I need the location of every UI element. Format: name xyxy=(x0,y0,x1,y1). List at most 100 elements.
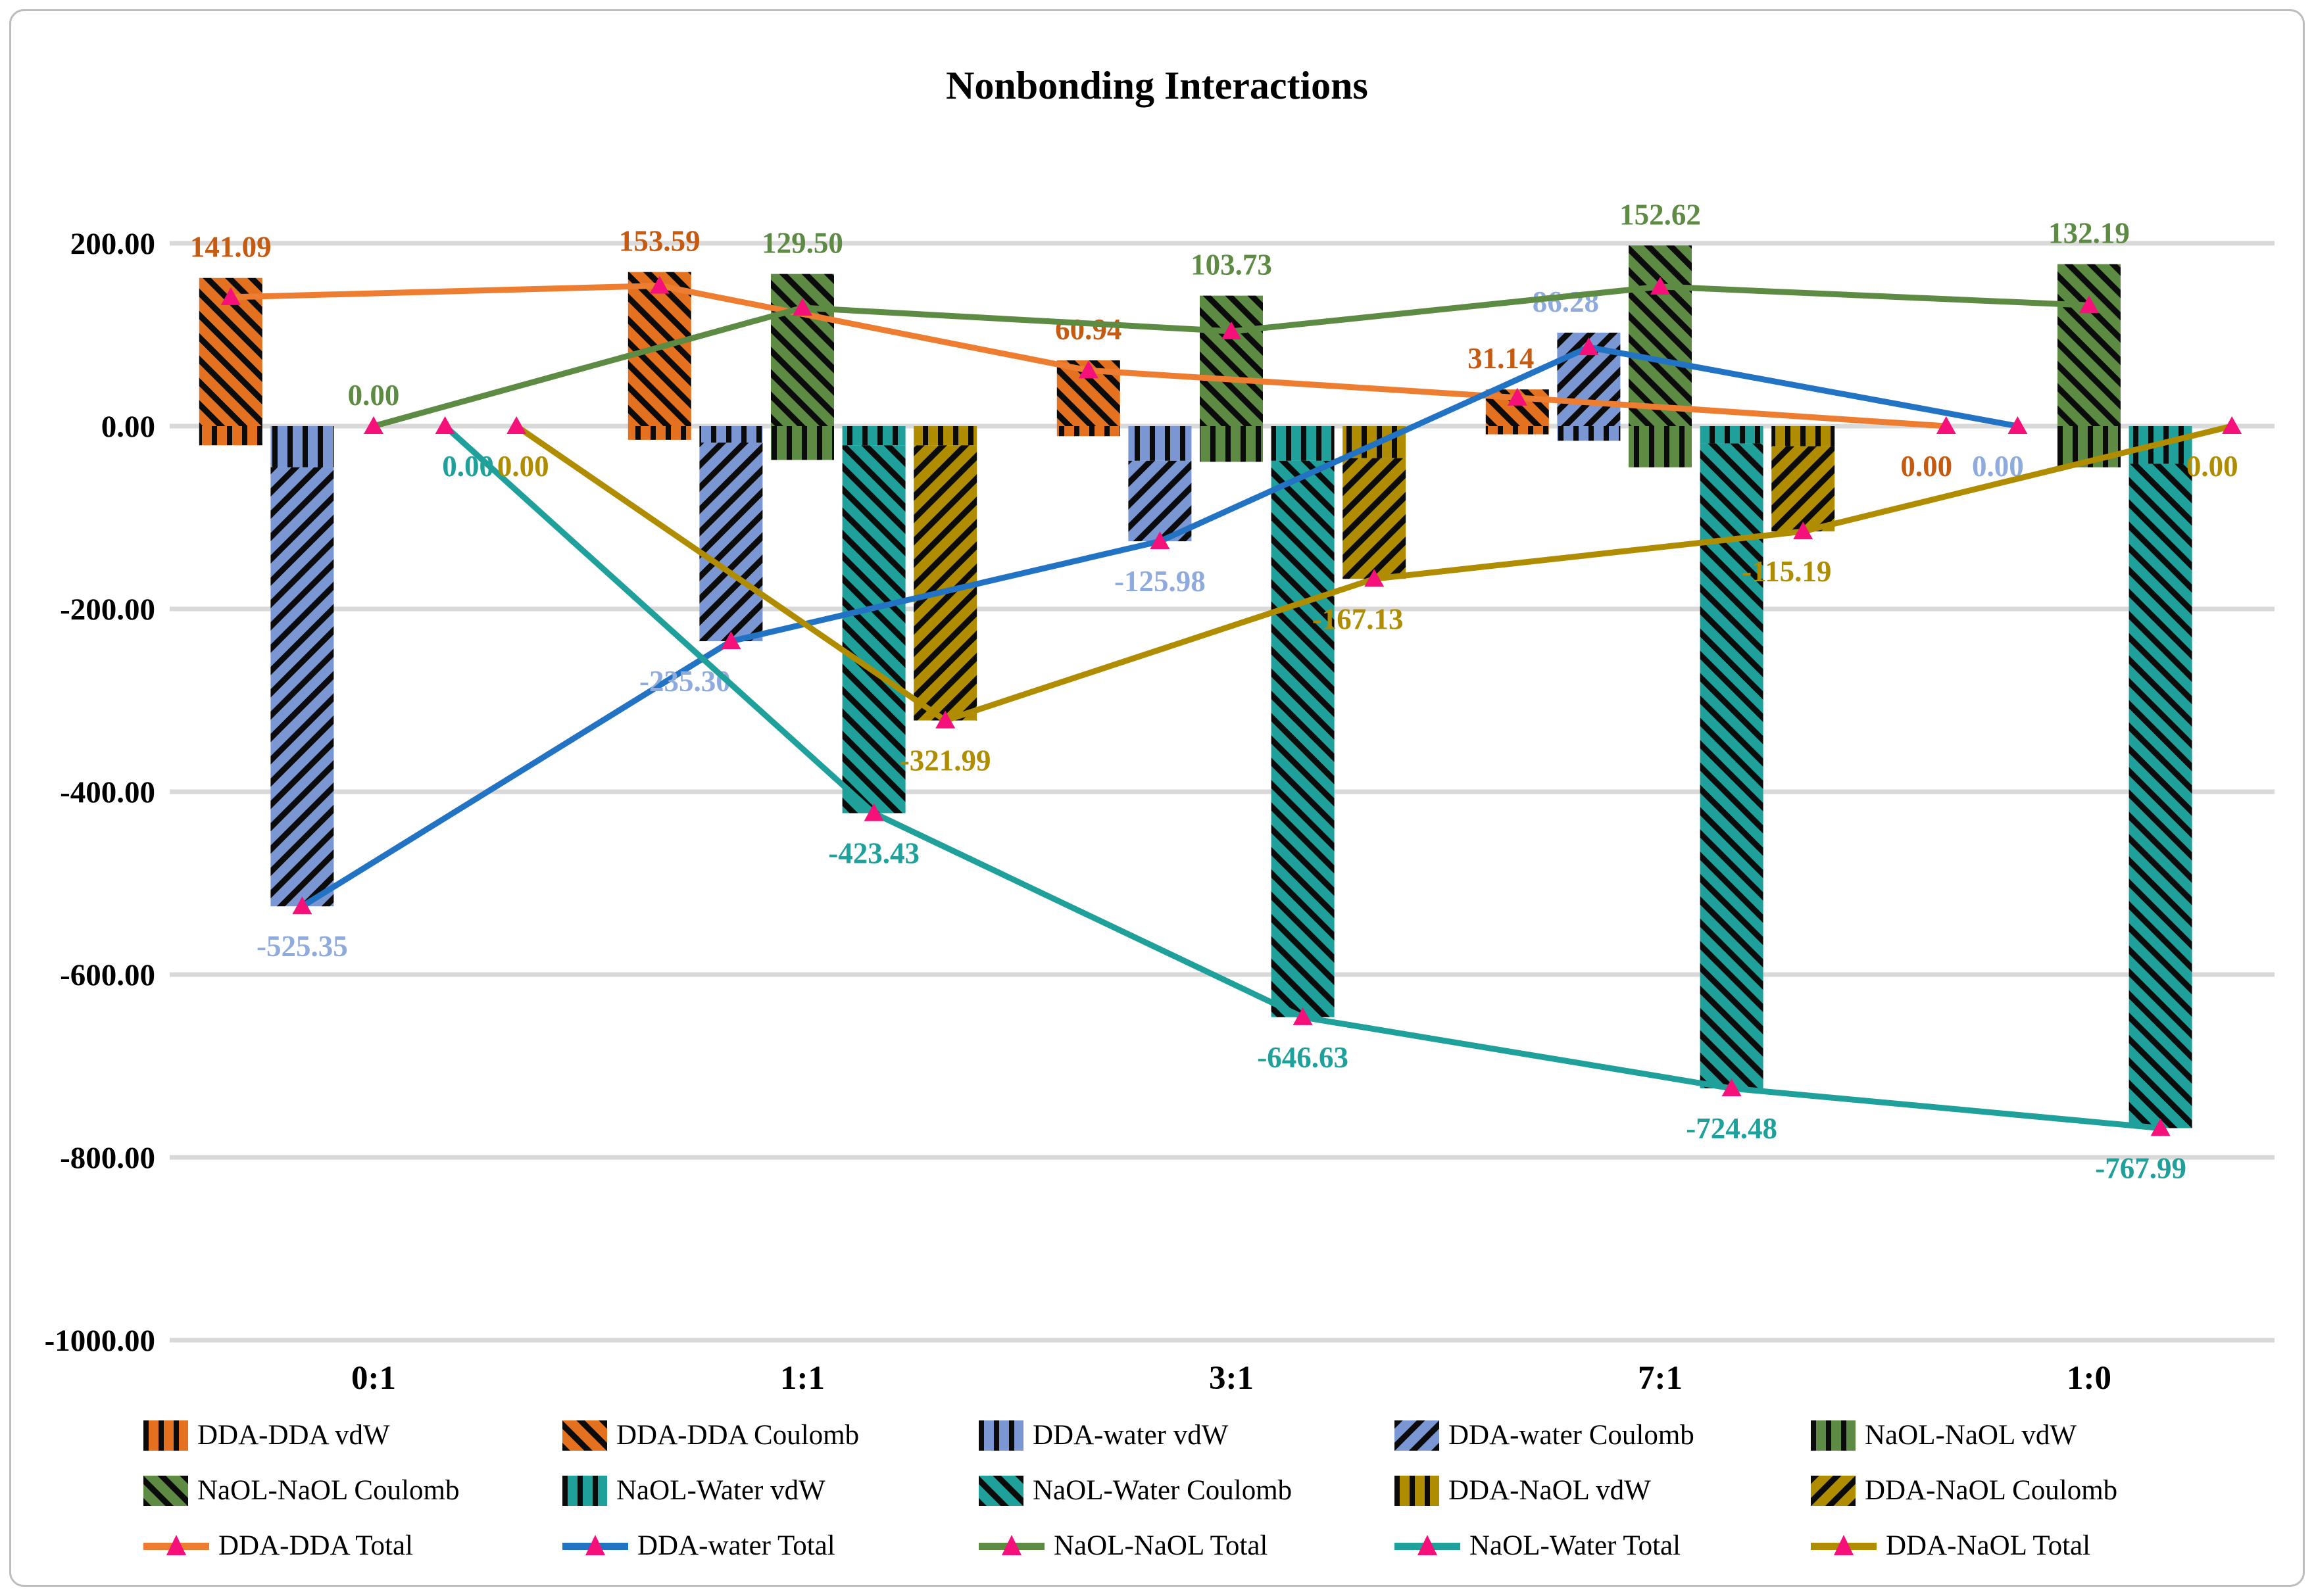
bar-naol-naol-coulomb-7:1 xyxy=(1629,245,1692,426)
legend-item-dda-naol-coulomb: DDA-NaOL Coulomb xyxy=(1811,1474,2117,1507)
bar-naol-naol-coulomb-1:1 xyxy=(771,274,834,426)
legend-label: DDA-NaOL vdW xyxy=(1448,1475,1651,1506)
x-tick-label-3:1: 3:1 xyxy=(1209,1360,1254,1397)
triangle-marker xyxy=(1221,321,1241,339)
legend-item-naol-water-coulomb: NaOL-Water Coulomb xyxy=(979,1474,1292,1507)
gridline-y--600 xyxy=(170,972,2275,977)
x-tick-label-0:1: 0:1 xyxy=(351,1360,396,1397)
triangle-marker xyxy=(1292,1007,1313,1025)
triangle-marker xyxy=(1507,387,1527,406)
bar-dda-water-coulomb-1:1 xyxy=(699,443,763,642)
triangle-marker xyxy=(721,631,741,650)
legend-item-naol-naol-vdw: NaOL-NaOL vdW xyxy=(1811,1419,2077,1451)
data-label-dda-naol-total-0:1: 0.00 xyxy=(497,450,549,483)
triangle-marker xyxy=(793,297,812,316)
triangle-marker xyxy=(1150,531,1170,550)
data-label-naol-naol-total-0:1: 0.00 xyxy=(348,379,400,412)
bar-dda-naol-coulomb-7:1 xyxy=(1771,446,1835,532)
bar-dda-water-coulomb-0:1 xyxy=(270,467,334,907)
data-label-naol-water-total-1:0: -767.99 xyxy=(2095,1152,2186,1185)
legend-swatch-line-marker xyxy=(979,1534,1045,1555)
legend-label: DDA-water Coulomb xyxy=(1448,1420,1694,1451)
bar-naol-water-coulomb-3:1 xyxy=(1271,460,1335,1017)
legend-item-dda-dda-vdw: DDA-DDA vdW xyxy=(143,1419,390,1451)
legend-label: DDA-water vdW xyxy=(1033,1420,1229,1451)
y-tick-label: -600.00 xyxy=(60,958,155,992)
data-label-naol-water-total-1:1: -423.43 xyxy=(828,837,920,870)
bar-naol-water-coulomb-1:0 xyxy=(2129,463,2192,1128)
y-tick-label: -1000.00 xyxy=(45,1324,155,1358)
legend-swatch-diagonal-down xyxy=(979,1475,1023,1506)
bar-naol-naol-vdw-7:1 xyxy=(1629,426,1692,468)
triangle-marker xyxy=(649,276,670,294)
triangle-marker xyxy=(435,416,455,434)
triangle-marker xyxy=(292,896,312,915)
data-label-dda-dda-total-1:1: 153.59 xyxy=(619,225,701,258)
bar-naol-naol-vdw-3:1 xyxy=(1200,426,1263,462)
legend-item-naol-naol-total: NaOL-NaOL Total xyxy=(979,1530,1268,1562)
triangle-marker xyxy=(864,803,884,821)
legend-label: NaOL-Water vdW xyxy=(616,1475,825,1506)
bar-dda-water-vdw-3:1 xyxy=(1128,426,1192,461)
legend-item-dda-naol-total: DDA-NaOL Total xyxy=(1811,1530,2090,1562)
legend-item-dda-water-vdw: DDA-water vdW xyxy=(979,1419,1228,1451)
y-tick-label: 200.00 xyxy=(70,227,155,261)
triangle-marker xyxy=(1936,416,1956,434)
bar-dda-naol-vdw-7:1 xyxy=(1771,426,1835,447)
legend-item-naol-naol-coulomb: NaOL-NaOL Coulomb xyxy=(143,1474,459,1507)
legend-swatch-diagonal-up xyxy=(1811,1475,1856,1506)
data-label-naol-naol-total-3:1: 103.73 xyxy=(1191,249,1272,281)
legend-item-dda-naol-vdw: DDA-NaOL vdW xyxy=(1394,1474,1651,1507)
x-tick-label-1:1: 1:1 xyxy=(780,1360,825,1397)
legend-item-dda-dda-coulomb: DDA-DDA Coulomb xyxy=(562,1419,859,1451)
legend-item-dda-water-coulomb: DDA-water Coulomb xyxy=(1394,1419,1694,1451)
bar-dda-water-vdw-7:1 xyxy=(1557,426,1621,441)
legend-swatch-line-marker xyxy=(143,1534,209,1555)
data-label-dda-dda-total-7:1: 31.14 xyxy=(1467,342,1534,375)
data-label-naol-water-total-0:1: 0.00 xyxy=(442,450,494,483)
legend-label: DDA-water Total xyxy=(637,1530,835,1561)
legend-label: DDA-NaOL Total xyxy=(1886,1530,2091,1561)
bar-naol-naol-vdw-1:1 xyxy=(771,426,834,460)
bar-dda-naol-coulomb-3:1 xyxy=(1342,458,1406,579)
bar-dda-dda-vdw-7:1 xyxy=(1485,426,1549,435)
triangle-marker xyxy=(1793,521,1813,540)
legend-swatch-diagonal-up xyxy=(1394,1420,1439,1451)
triangle-marker xyxy=(1650,276,1670,295)
y-tick-label: -400.00 xyxy=(60,775,155,810)
data-label-dda-water-total-0:1: -525.35 xyxy=(257,930,348,963)
data-label-dda-naol-total-1:0: 0.00 xyxy=(2186,450,2238,483)
bar-dda-dda-vdw-3:1 xyxy=(1056,426,1120,437)
gridline-y--1000 xyxy=(170,1338,2275,1343)
data-label-naol-water-total-7:1: -724.48 xyxy=(1686,1112,1777,1145)
bar-dda-water-vdw-0:1 xyxy=(270,426,334,468)
data-label-dda-naol-total-7:1: -115.19 xyxy=(1742,555,1831,588)
data-label-dda-dda-total-1:0: 0.00 xyxy=(1900,450,1952,483)
bar-naol-water-vdw-7:1 xyxy=(1700,426,1763,444)
legend-swatch-diagonal-down xyxy=(143,1475,188,1506)
triangle-marker xyxy=(1579,337,1599,356)
legend-label: DDA-DDA Coulomb xyxy=(616,1420,860,1451)
legend-swatch-vertical xyxy=(1394,1475,1439,1506)
legend-label: DDA-DDA Total xyxy=(218,1530,413,1561)
triangle-marker xyxy=(1721,1078,1742,1097)
bar-dda-dda-vdw-1:1 xyxy=(628,426,691,440)
gridline-y--200 xyxy=(170,606,2275,612)
legend-swatch-vertical xyxy=(562,1475,607,1506)
legend-label: NaOL-Water Total xyxy=(1469,1530,1681,1561)
triangle-marker xyxy=(2007,416,2028,434)
triangle-marker xyxy=(2222,416,2242,434)
legend-swatch-line-marker xyxy=(1811,1534,1877,1555)
triangle-marker xyxy=(935,710,956,729)
data-label-dda-dda-total-3:1: 60.94 xyxy=(1055,313,1121,346)
legend-label: DDA-NaOL Coulomb xyxy=(1865,1475,2118,1506)
triangle-marker xyxy=(506,416,527,434)
legend-swatch-vertical xyxy=(979,1420,1023,1451)
legend-label: DDA-DDA vdW xyxy=(197,1420,390,1451)
triangle-marker xyxy=(1364,569,1385,587)
chart-title: Nonbonding Interactions xyxy=(946,64,1368,107)
legend-swatch-vertical xyxy=(143,1420,188,1451)
triangle-marker xyxy=(364,416,383,434)
legend-swatch-vertical xyxy=(1811,1420,1856,1451)
